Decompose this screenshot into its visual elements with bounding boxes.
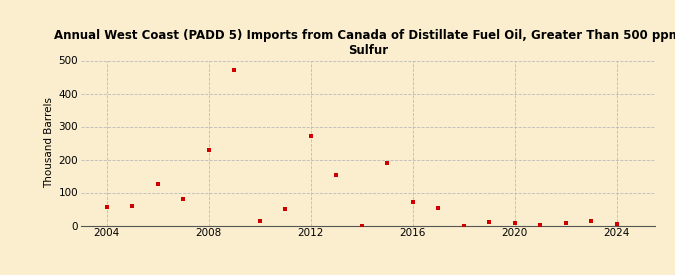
- Point: [509, 221, 520, 225]
- Point: [483, 219, 494, 224]
- Y-axis label: Thousand Barrels: Thousand Barrels: [45, 98, 55, 188]
- Point: [305, 134, 316, 139]
- Point: [381, 161, 392, 165]
- Point: [535, 222, 545, 227]
- Point: [127, 204, 138, 208]
- Point: [433, 206, 443, 211]
- Point: [178, 197, 188, 201]
- Point: [586, 219, 597, 223]
- Point: [331, 173, 342, 178]
- Point: [356, 223, 367, 228]
- Point: [101, 205, 112, 209]
- Point: [560, 221, 571, 226]
- Point: [203, 148, 214, 152]
- Point: [152, 182, 163, 186]
- Point: [611, 222, 622, 226]
- Point: [458, 223, 469, 228]
- Point: [254, 219, 265, 223]
- Point: [279, 207, 290, 211]
- Point: [407, 200, 418, 204]
- Title: Annual West Coast (PADD 5) Imports from Canada of Distillate Fuel Oil, Greater T: Annual West Coast (PADD 5) Imports from …: [55, 29, 675, 57]
- Point: [229, 68, 240, 73]
